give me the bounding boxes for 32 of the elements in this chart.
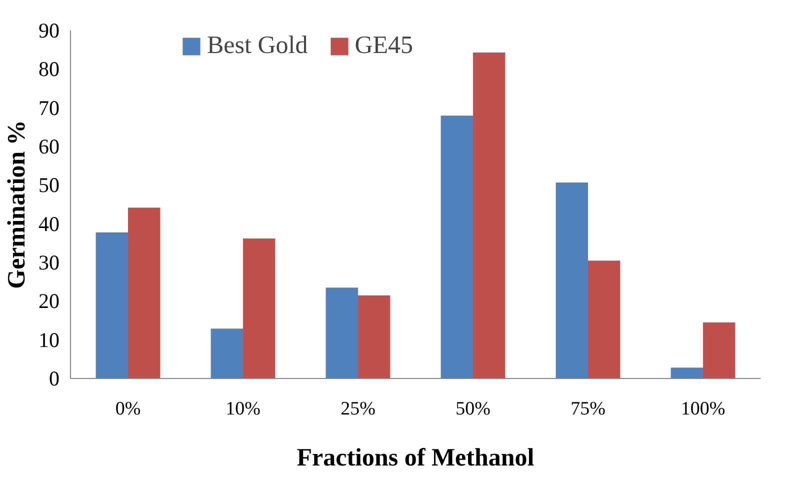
x-tick-label: 10% [226, 398, 261, 420]
bar [96, 232, 128, 378]
y-tick-label: 60 [38, 134, 60, 158]
x-axis-title: Fractions of Methanol [296, 444, 534, 472]
bar [440, 116, 473, 378]
legend-label: GE45 [354, 32, 414, 60]
bar [588, 260, 620, 378]
y-tick-label: 0 [49, 366, 60, 390]
x-tick-label: 100% [680, 398, 726, 420]
bar [326, 288, 358, 378]
x-tick-label: 75% [570, 398, 606, 420]
y-tick-label: 80 [38, 57, 60, 82]
y-tick-label: 90 [38, 18, 60, 42]
y-tick-label: 70 [38, 96, 60, 120]
x-tick-label: 25% [340, 398, 376, 420]
x-tick-label: 0% [115, 398, 141, 420]
y-tick-label: 40 [38, 212, 60, 236]
bar [556, 182, 588, 378]
y-tick-label: 30 [38, 250, 60, 274]
bar [670, 368, 703, 378]
y-tick-label: 20 [38, 289, 60, 314]
bar [703, 322, 736, 378]
y-tick-label: 10 [38, 328, 60, 352]
bar [210, 328, 243, 378]
bar [473, 52, 506, 378]
x-tick-label: 50% [456, 398, 491, 420]
y-tick-label: 50 [38, 173, 60, 198]
legend-label: Best Gold [207, 32, 308, 60]
bar [128, 208, 160, 378]
y-axis-title: Germination % [4, 120, 30, 289]
bar [243, 238, 276, 378]
bar [358, 295, 390, 378]
